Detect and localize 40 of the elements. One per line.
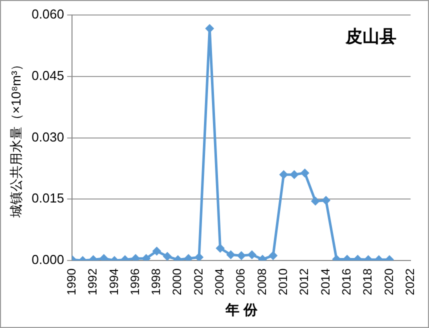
point <box>194 252 204 261</box>
x-tick-label: 2020 <box>382 268 396 296</box>
point <box>226 250 236 260</box>
x-tick-label: 2022 <box>402 268 417 296</box>
point <box>152 246 162 256</box>
x-tick-label: 1990 <box>64 268 78 296</box>
x-tick-label: 2016 <box>339 268 354 296</box>
x-tick-label: 2012 <box>297 268 312 296</box>
point <box>279 170 288 180</box>
x-tick-label: 2014 <box>318 268 332 296</box>
point <box>290 170 299 180</box>
point <box>268 251 278 260</box>
text: 皮山县 <box>344 27 397 46</box>
x-tick-label: 1996 <box>128 268 142 296</box>
point <box>310 196 320 206</box>
y-tick-label: 0.015 <box>32 190 64 206</box>
x-tick-label: 1992 <box>86 268 100 296</box>
y-tick-label: 0.030 <box>32 129 64 144</box>
point <box>236 251 246 260</box>
point <box>99 254 108 261</box>
x-tick-label: 2000 <box>170 268 184 296</box>
x-tick-label: 2008 <box>254 268 269 296</box>
x-tick-label: 1994 <box>106 268 121 296</box>
point <box>142 254 151 261</box>
point <box>216 244 225 253</box>
point <box>162 252 172 261</box>
point <box>300 168 310 178</box>
point <box>247 250 256 260</box>
x-tick-label: 2018 <box>360 268 375 296</box>
x-tick-label: 2004 <box>212 268 227 296</box>
x-tick-label: 1998 <box>149 268 164 296</box>
x-axis-title: 年 份 <box>224 301 258 318</box>
y-tick-label: 0.000 <box>32 252 64 268</box>
y-axis-title: 城镇公共用水量（×10⁸m³） <box>8 58 24 219</box>
x-tick-label: 2006 <box>234 268 248 296</box>
x-tick-label: 2002 <box>191 268 206 296</box>
y-tick-label: 0.060 <box>32 6 64 22</box>
point <box>184 254 193 261</box>
x-tick-label: 2010 <box>276 268 290 296</box>
y-tick-label: 0.045 <box>32 68 64 83</box>
